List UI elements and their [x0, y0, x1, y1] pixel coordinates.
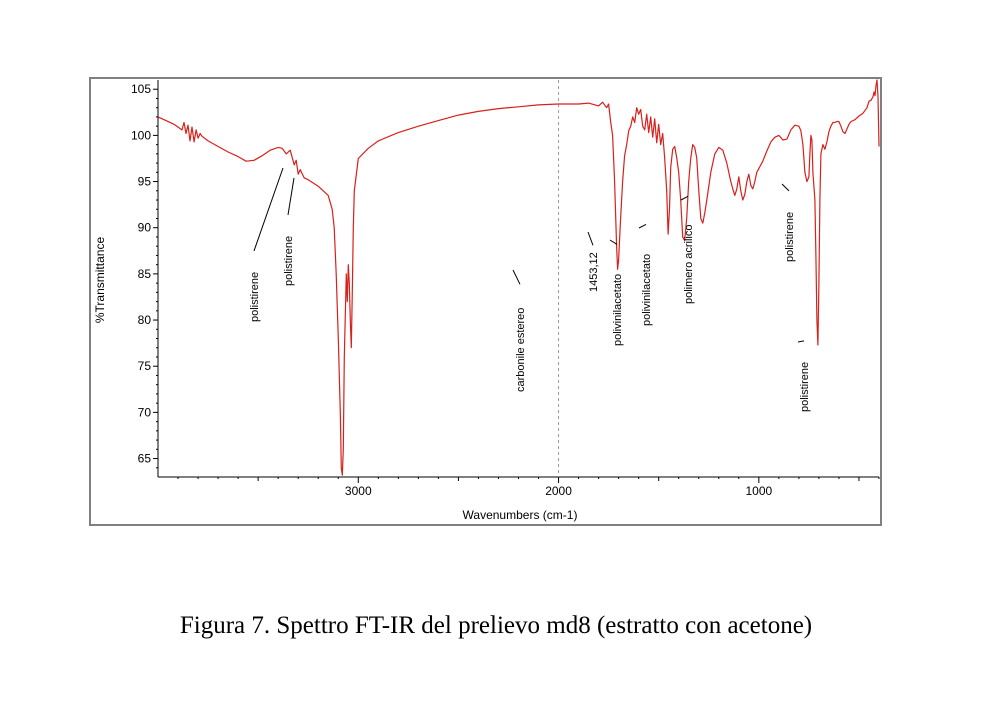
annotation-leader — [587, 231, 594, 246]
annotation-label: polistirene — [784, 212, 796, 262]
annotation-label: polistirene — [799, 362, 811, 412]
annotation-leader — [287, 177, 295, 215]
annotation-label: polistirene — [283, 236, 295, 286]
y-axis-label: %Transmittance — [93, 237, 107, 324]
figure-caption: Figura 7. Spettro FT-IR del prelievo md8… — [179, 612, 813, 639]
chart-outer-frame — [89, 77, 882, 526]
plot-area: 65 70 75 80 85 90 95 100 105 3000 2000 1000 polistir… — [131, 79, 880, 498]
y-tick-label: 85 — [138, 267, 152, 281]
annotation-leader — [512, 269, 521, 285]
annotation-label: polivinilacetato — [641, 254, 653, 326]
x-axis-label: Wavenumbers (cm-1) — [463, 508, 578, 522]
y-tick-label: 75 — [138, 359, 152, 373]
annotation-leader — [781, 183, 790, 192]
x-tick-label: 1000 — [745, 484, 772, 498]
annotation-label: polimero acrilico — [683, 225, 695, 304]
annotation-leader — [797, 340, 805, 343]
spectrum-line — [157, 79, 880, 476]
annotation-leader — [253, 167, 284, 252]
annotation-label: carbonile estereo — [515, 308, 527, 392]
y-tick-label: 100 — [131, 128, 151, 142]
annotation-leader — [680, 195, 689, 201]
y-tick-label: 90 — [138, 221, 152, 235]
y-tick-label: 70 — [138, 405, 152, 419]
y-tick-label: 80 — [138, 313, 152, 327]
x-tick-label: 2000 — [545, 484, 572, 498]
x-tick-label: 3000 — [345, 484, 372, 498]
annotation-leader — [609, 239, 618, 245]
annotation-label: polistirene — [249, 272, 261, 322]
annotation-label: polivinilacetato — [612, 274, 624, 346]
annotation-label: 1453,12 — [588, 252, 600, 292]
y-tick-label: 95 — [138, 175, 152, 189]
annotation-leader — [638, 223, 647, 229]
y-tick-label: 105 — [131, 82, 151, 96]
y-tick-label: 65 — [138, 452, 152, 466]
